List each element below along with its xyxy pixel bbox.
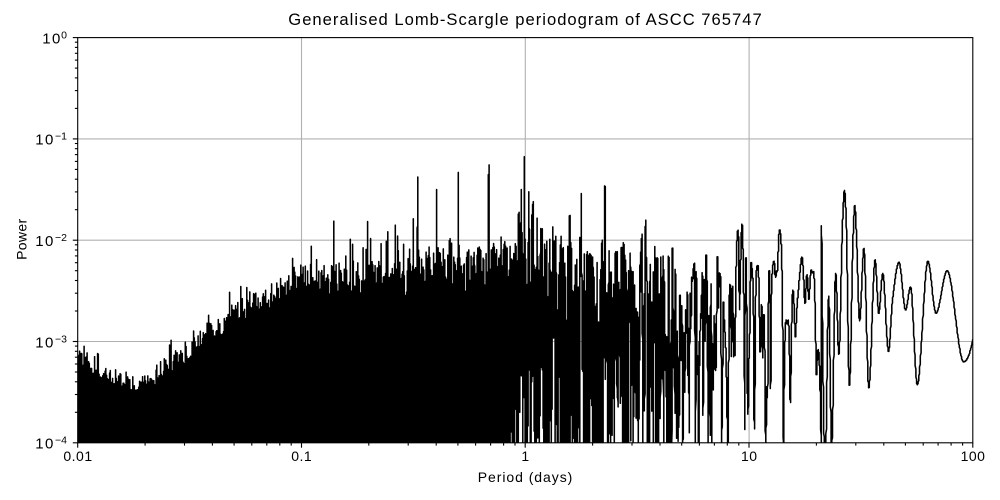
svg-text:10: 10 <box>741 448 758 464</box>
svg-text:Power: Power <box>14 218 30 259</box>
svg-text:0.1: 0.1 <box>291 448 312 464</box>
svg-text:0: 0 <box>61 29 67 41</box>
svg-text:−2: −2 <box>55 232 67 244</box>
svg-text:1: 1 <box>521 448 529 464</box>
svg-text:−1: −1 <box>55 131 67 143</box>
svg-text:10: 10 <box>35 132 54 149</box>
svg-text:−4: −4 <box>55 435 67 447</box>
svg-text:0.01: 0.01 <box>63 448 92 464</box>
svg-text:Generalised Lomb-Scargle perio: Generalised Lomb-Scargle periodogram of … <box>288 10 762 29</box>
svg-text:10: 10 <box>42 30 61 47</box>
svg-text:100: 100 <box>961 448 986 464</box>
svg-text:−3: −3 <box>55 333 67 345</box>
svg-text:10: 10 <box>35 436 54 453</box>
svg-text:10: 10 <box>35 233 54 250</box>
svg-text:10: 10 <box>35 334 54 351</box>
svg-text:Period (days): Period (days) <box>478 469 574 485</box>
